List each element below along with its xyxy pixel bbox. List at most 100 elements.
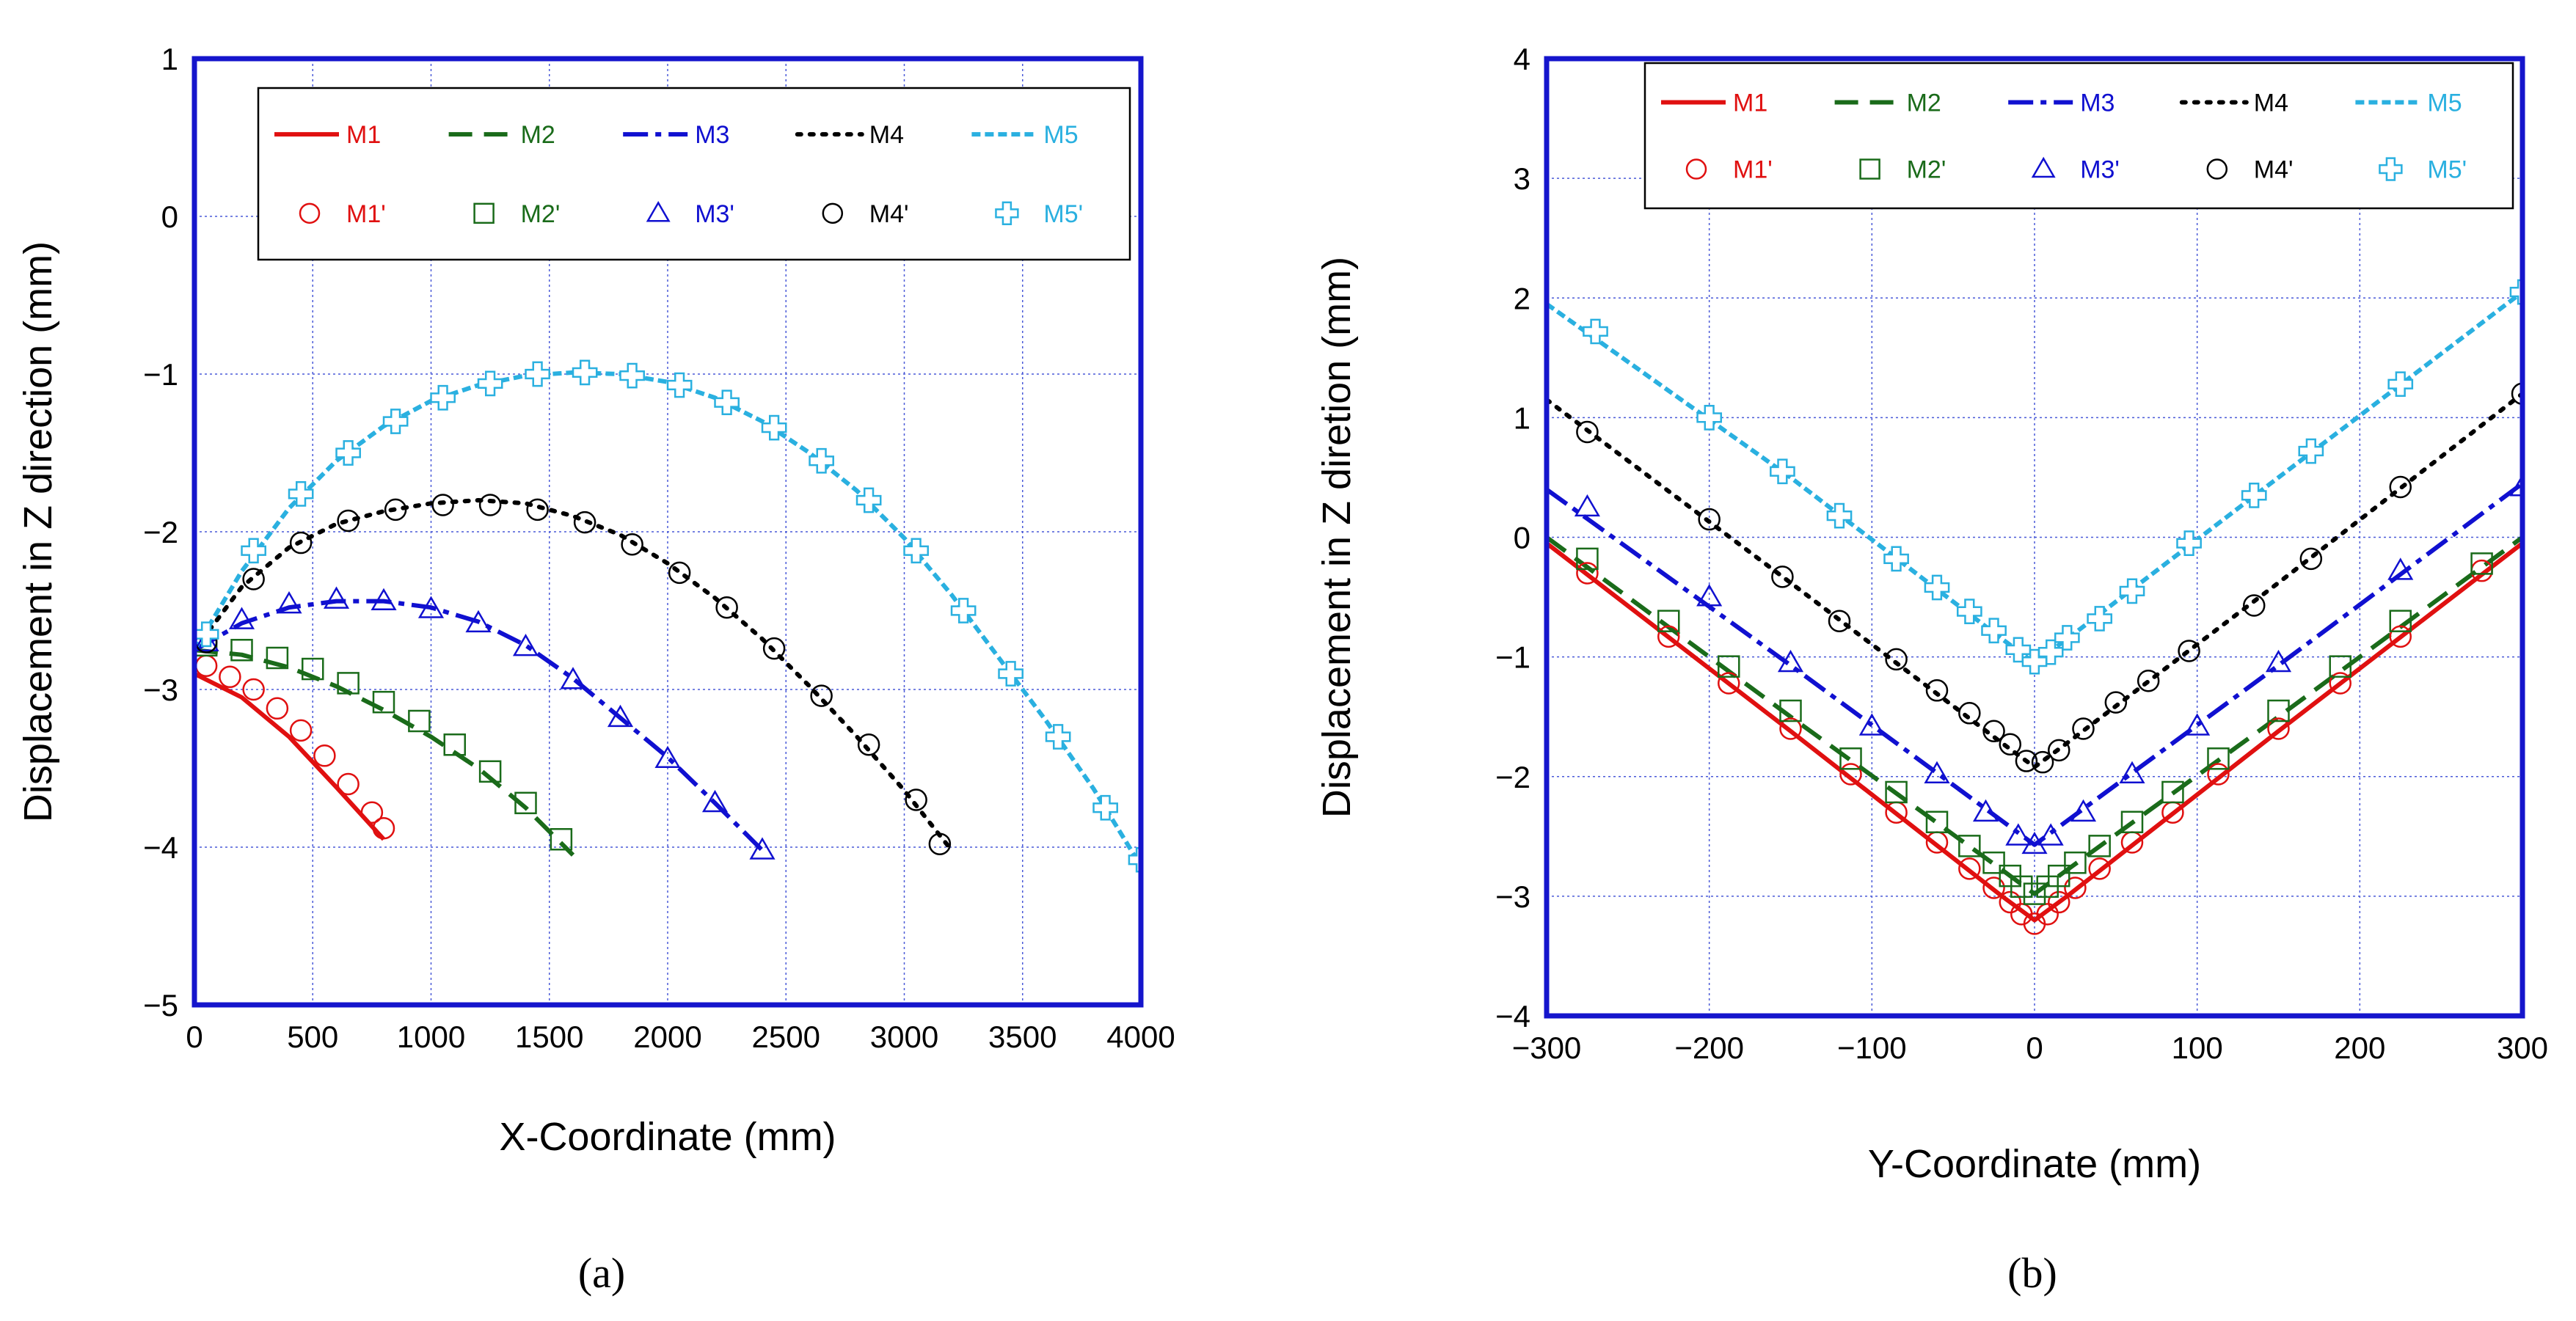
series-line-m1	[1547, 541, 2522, 923]
x-tick-label: −100	[1837, 1031, 1907, 1065]
data-point	[335, 440, 361, 466]
x-axis-title: X-Coordinate (mm)	[499, 1115, 836, 1159]
legend-label: M4'	[869, 200, 909, 228]
data-point	[1956, 599, 1982, 624]
data-point	[266, 697, 289, 720]
data-point	[2088, 857, 2111, 880]
data-point	[2509, 474, 2522, 497]
y-tick-label: 1	[161, 42, 178, 76]
series-line-m3	[194, 599, 765, 852]
data-point	[337, 672, 360, 695]
data-point	[1583, 318, 1608, 345]
data-point	[1771, 566, 1794, 588]
marker-series-m5-prime	[1583, 279, 2522, 675]
data-point	[654, 745, 681, 769]
data-point	[2389, 475, 2412, 499]
x-tick-label: 0	[186, 1020, 202, 1054]
data-point	[2087, 606, 2113, 632]
data-point	[241, 538, 266, 564]
data-point	[762, 637, 786, 660]
data-point	[1576, 420, 1599, 444]
data-point	[194, 629, 219, 651]
data-point	[1657, 610, 1680, 632]
series-line-m5	[1547, 290, 2522, 665]
data-point	[2265, 649, 2292, 673]
data-point	[619, 362, 645, 389]
data-point	[1770, 458, 1795, 485]
data-point	[2207, 747, 2230, 770]
data-point	[372, 816, 395, 840]
data-point	[2298, 438, 2324, 464]
data-point	[431, 494, 454, 516]
legend-label: M3	[695, 121, 729, 149]
data-point	[2036, 903, 2059, 926]
data-point	[2389, 610, 2412, 632]
data-point	[242, 568, 265, 590]
legend-label: M5	[2427, 89, 2462, 117]
legend-label: M1'	[1733, 156, 1773, 184]
x-axis-title: Y-Coordinate (mm)	[1868, 1142, 2201, 1186]
y-tick-label: 4	[1514, 42, 1530, 76]
legend-marker-swatch	[646, 201, 671, 222]
data-point	[2329, 655, 2351, 678]
y-tick-label: 3	[1514, 161, 1530, 196]
data-point	[1826, 502, 1853, 529]
legend-box	[257, 87, 1131, 261]
data-point	[477, 370, 503, 397]
data-point	[2267, 699, 2290, 722]
x-tick-label: 1500	[515, 1020, 583, 1054]
data-point	[2037, 823, 2064, 846]
data-point	[242, 678, 265, 701]
y-tick-label: −3	[1495, 879, 1530, 914]
data-point	[313, 744, 336, 767]
data-point	[2178, 640, 2200, 662]
data-point	[998, 661, 1024, 687]
legend-label: M1	[1733, 89, 1767, 117]
data-point	[443, 733, 466, 756]
data-point	[430, 384, 456, 411]
data-point	[2161, 780, 2184, 804]
x-tick-label: −200	[1674, 1031, 1744, 1065]
data-point	[288, 481, 314, 507]
legend-marker-swatch	[822, 202, 844, 224]
legend-marker-swatch	[2031, 156, 2056, 178]
x-tick-label: 2000	[633, 1020, 701, 1054]
legend-label: M5'	[1043, 200, 1083, 228]
data-point	[514, 791, 537, 815]
data-point	[2064, 877, 2087, 899]
data-point	[230, 639, 253, 662]
data-point	[1574, 494, 1600, 517]
data-point	[2021, 648, 2048, 675]
data-point	[1958, 702, 1981, 725]
data-point	[266, 646, 289, 670]
marker-series-m3-prime	[1574, 474, 2522, 855]
data-point	[337, 509, 360, 533]
legend-label: M1	[346, 121, 381, 149]
data-point	[1925, 679, 1949, 702]
legend-marker-swatch	[995, 201, 1019, 226]
data-point	[2329, 672, 2351, 695]
data-point	[1839, 763, 1862, 786]
plot-frame	[191, 56, 1144, 1008]
y-tick-label: −2	[143, 515, 178, 549]
data-point	[1045, 724, 1071, 750]
legend-label: M2	[521, 121, 555, 149]
panel-a: 0 500 1000 1500 2000 2500 3000 3500 4000 1 0 −1 −2 −3…	[16, 42, 1175, 1297]
x-tick-label: 300	[2497, 1031, 2548, 1065]
data-point	[1982, 720, 2005, 743]
legend-box	[1643, 62, 2514, 210]
data-point	[2176, 530, 2202, 557]
data-point	[372, 690, 395, 714]
data-point	[2120, 810, 2144, 833]
legend-label: M5	[1043, 121, 1078, 149]
y-tick-label: 2	[1514, 281, 1530, 315]
x-tick-label: −300	[1512, 1031, 1582, 1065]
legend-label: M2'	[521, 200, 561, 228]
marker-series-m1-prime	[1576, 559, 2493, 935]
data-point	[809, 447, 834, 474]
data-point	[525, 361, 550, 387]
data-point	[2070, 799, 2097, 822]
data-point	[1981, 618, 2007, 644]
data-point	[1828, 610, 1851, 632]
